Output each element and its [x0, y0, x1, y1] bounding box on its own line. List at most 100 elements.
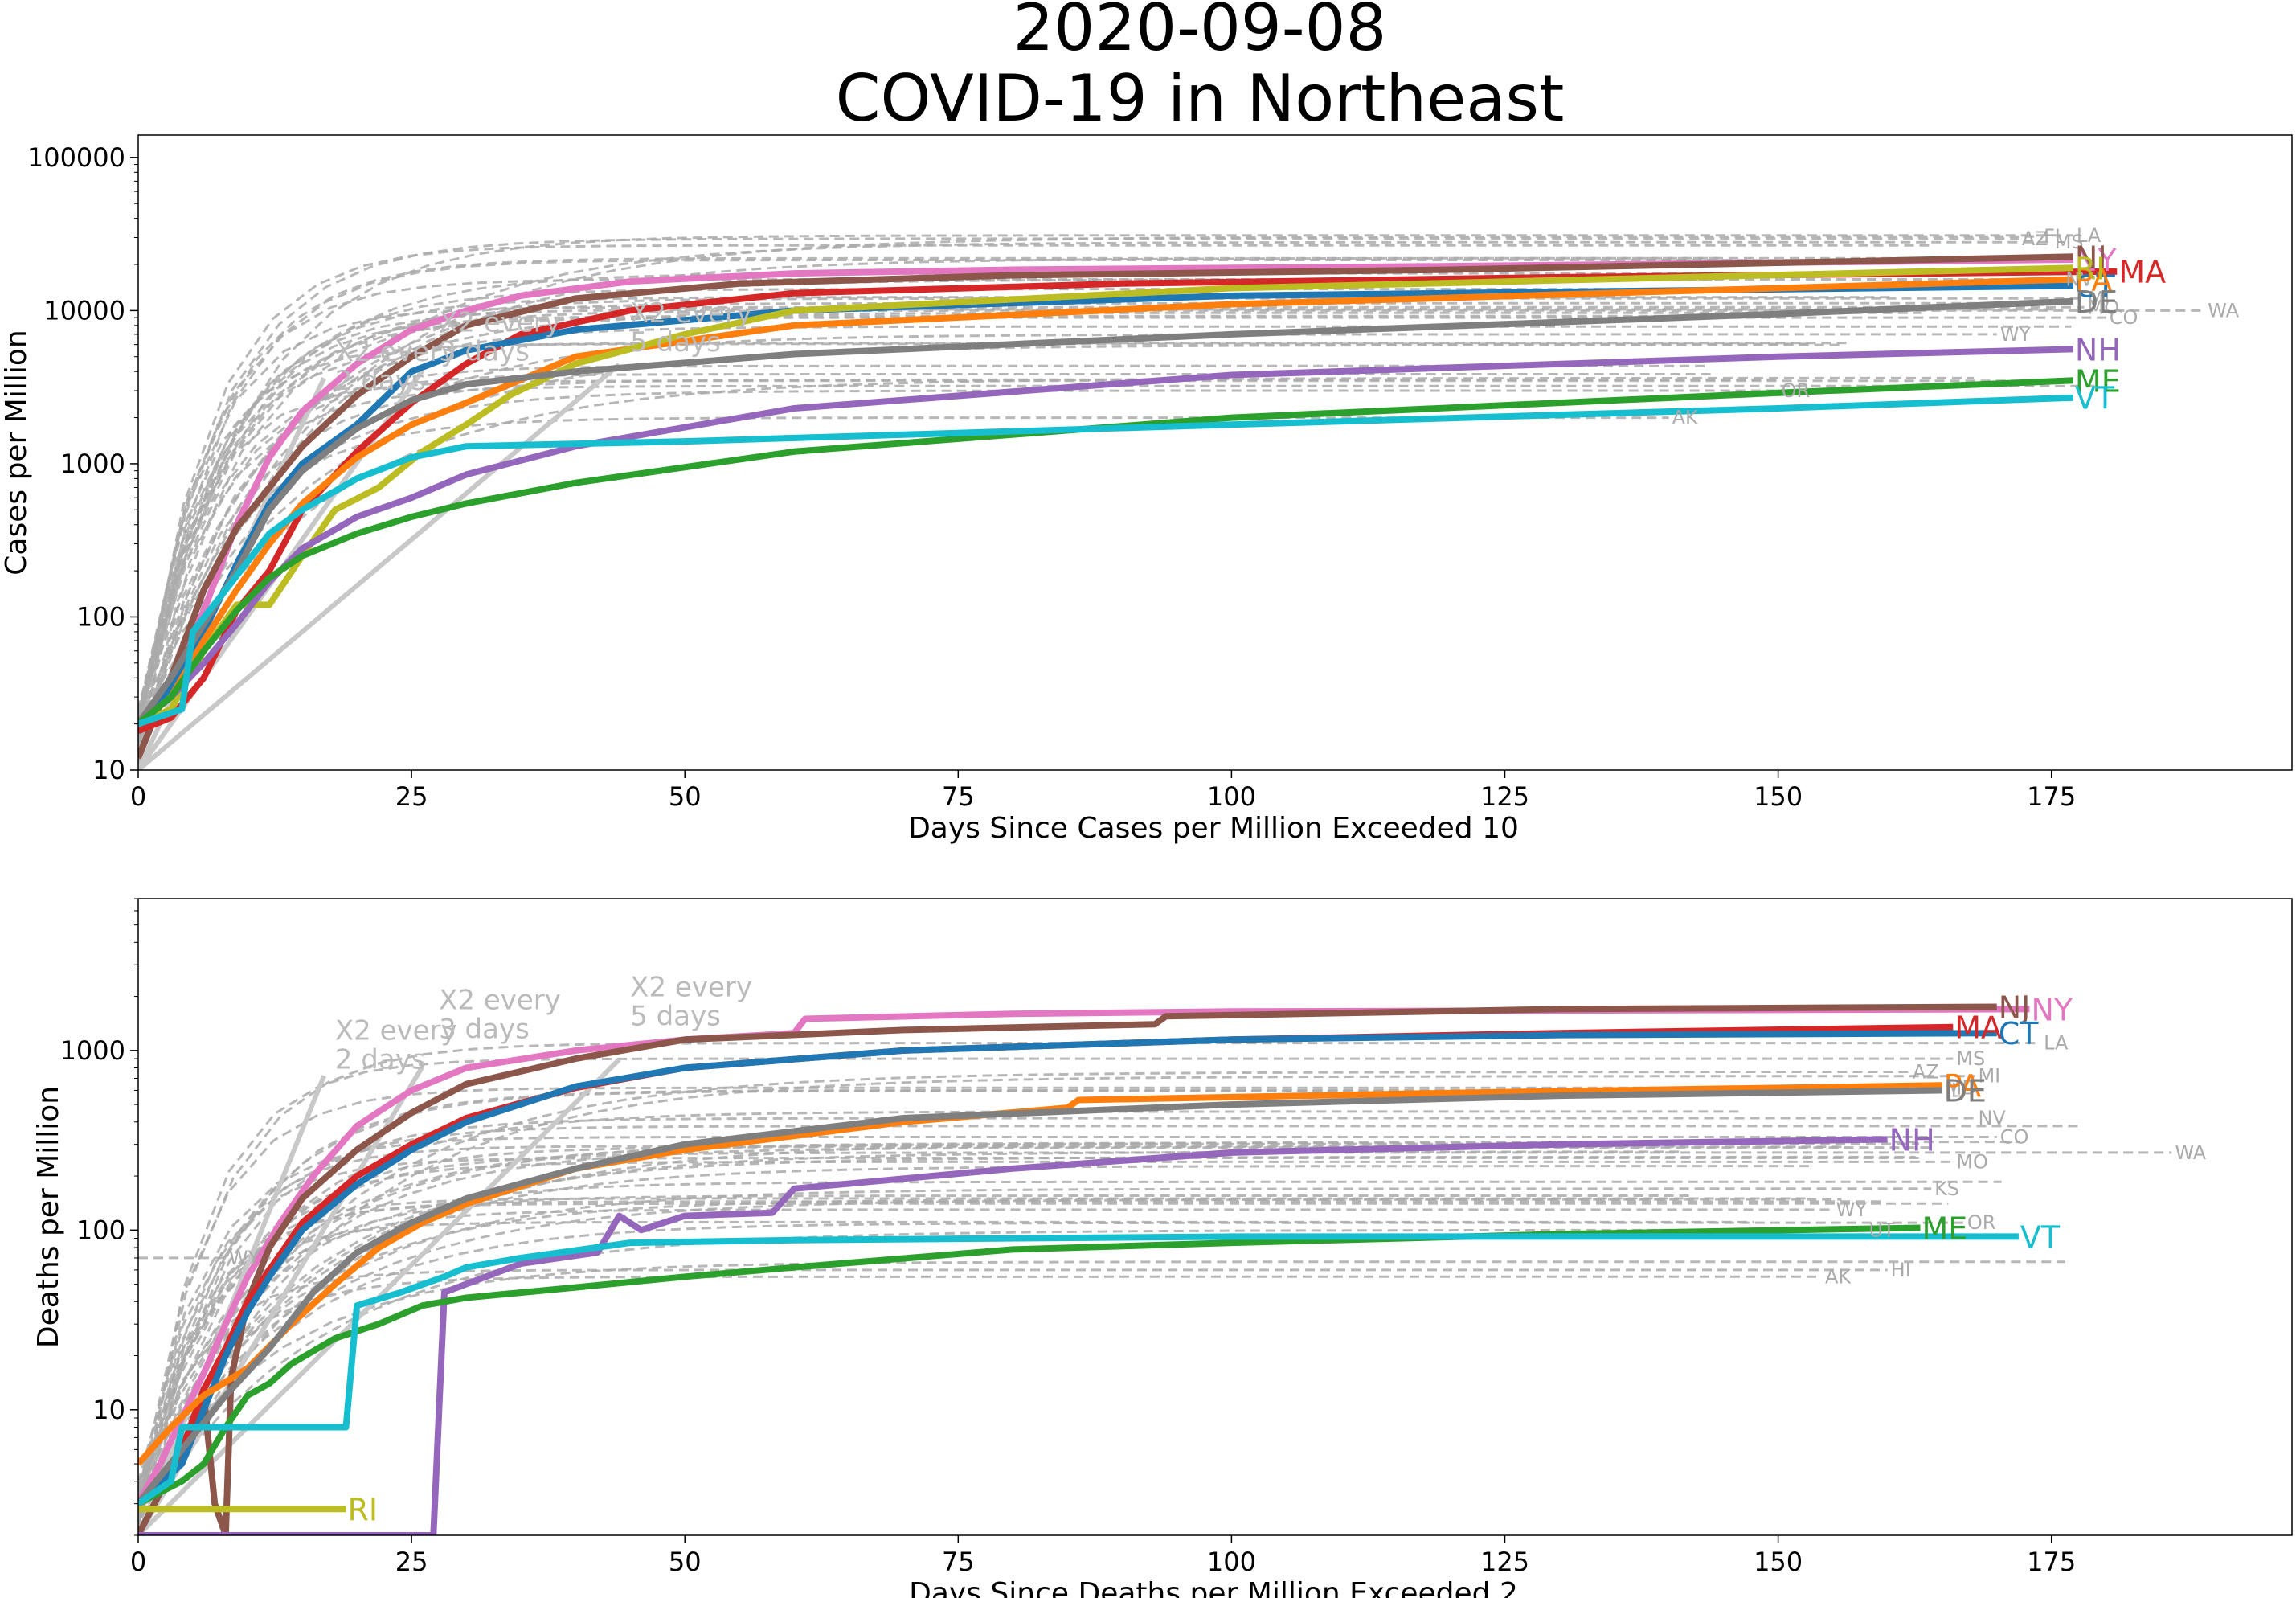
series-label-nj: NJ [2075, 240, 2107, 275]
series-line-vt [138, 1233, 2019, 1506]
series-label-vt: VT [2020, 1219, 2061, 1255]
y-tick-label: 100000 [27, 142, 125, 173]
other-state-label: MS [1956, 1047, 1985, 1070]
series-label-ct: CT [2075, 269, 2116, 305]
other-state-line [138, 1057, 1954, 1526]
series-label-de: DE [2075, 285, 2118, 320]
doubling-guide-label: X2 every [630, 297, 752, 330]
series-line-me [138, 377, 2074, 727]
series-line-nh [138, 1136, 1888, 1535]
other-state-label: HI [1891, 1259, 1911, 1281]
other-state-line [138, 379, 2048, 717]
series-label-ct: CT [1999, 1016, 2040, 1051]
other-state-line [138, 235, 2041, 725]
series-line-pa [138, 1082, 1942, 1466]
other-state-line [138, 1275, 1822, 1535]
series-label-ri: RI [347, 1492, 378, 1527]
y-tick-label: 100 [76, 1215, 125, 1245]
series-label-me: ME [1922, 1211, 1967, 1246]
series-line-nh [138, 346, 2074, 727]
x-tick-label: 175 [2027, 1547, 2076, 1577]
x-axis-label: Days Since Cases per Million Exceeded 10 [908, 812, 1519, 845]
other-state-label: WY [229, 1247, 260, 1269]
other-state-line [138, 373, 1713, 765]
series-label-pa: PA [1944, 1068, 1981, 1104]
other-state-line [138, 325, 2072, 761]
other-state-line [138, 1160, 1954, 1514]
other-state-line [138, 1136, 1997, 1483]
x-tick-label: 50 [669, 1547, 702, 1577]
other-state-line [138, 1150, 1681, 1500]
doubling-guide-label: 3 days [439, 335, 530, 367]
other-state-line [138, 1071, 1909, 1499]
other-state-line [138, 237, 2019, 713]
other-state-line [138, 240, 2052, 751]
axes-frame [137, 898, 2293, 1536]
doubling-guide-label: 5 days [630, 1001, 721, 1033]
series-line-ny [138, 1006, 2030, 1506]
doubling-guide-label: X2 every [335, 336, 457, 368]
series-line-de [138, 1087, 1942, 1506]
other-state-line [138, 389, 1778, 743]
series-line-pa [138, 276, 2074, 727]
doubling-guide-label: X2 every [335, 1014, 457, 1047]
series-label-ma: MA [1954, 1010, 2002, 1046]
other-state-label: LA [2044, 1032, 2069, 1055]
x-tick-label: 50 [669, 781, 702, 812]
series-line-nj [138, 253, 2073, 760]
x-tick-label: 100 [1207, 1547, 1256, 1577]
series-label-ny: NY [2075, 243, 2117, 278]
other-state-label: WA [2208, 299, 2239, 322]
doubling-guide-label: 3 days [439, 1013, 530, 1045]
other-state-line [138, 333, 1997, 751]
figure-title: COVID-19 in Northeast [836, 61, 1565, 136]
series-line-vt [138, 394, 2074, 727]
series-label-ri: RI [2075, 251, 2106, 286]
other-state-label: KS [1934, 1178, 1959, 1200]
x-tick-label: 0 [130, 1547, 146, 1577]
other-state-line [138, 1268, 1888, 1495]
other-state-label: CO [2000, 1125, 2029, 1148]
series-line-ct [138, 1030, 1997, 1506]
other-state-label: LA [2077, 224, 2102, 247]
y-tick-label: 10000 [43, 295, 125, 326]
other-state-label: AZ [1913, 1060, 1939, 1083]
other-state-line [138, 1220, 1754, 1501]
y-axis-label: Deaths per Million [32, 1086, 65, 1348]
other-state-label: MS [2055, 231, 2084, 253]
y-tick-label: 100 [76, 601, 125, 632]
x-tick-label: 150 [1754, 1547, 1803, 1577]
doubling-guide-label: 5 days [630, 326, 721, 359]
x-tick-label: 25 [395, 781, 428, 812]
doubling-guide-label: X2 every [439, 984, 561, 1016]
y-axis-label: Cases per Million [0, 330, 33, 575]
other-state-label: CO [2110, 306, 2138, 329]
x-tick-label: 75 [942, 781, 975, 812]
other-state-label: MI [1978, 1065, 2000, 1088]
plot-area [138, 234, 2205, 770]
series-label-nh: NH [2075, 332, 2121, 367]
other-state-label: WY [2000, 323, 2032, 346]
series-label-nh: NH [1889, 1122, 1935, 1158]
other-state-label: MO [2088, 296, 2120, 318]
other-state-label: OR [1782, 379, 1811, 402]
other-state-label: NV [2065, 268, 2093, 290]
y-tick-label: 1000 [60, 449, 125, 479]
other-state-line [138, 259, 2013, 758]
x-tick-label: 25 [395, 1547, 428, 1577]
series-label-nj: NJ [1999, 990, 2031, 1026]
other-state-line [138, 1198, 1842, 1496]
other-state-line [138, 305, 2085, 731]
other-state-label: UT [1868, 1219, 1895, 1241]
other-state-label: MD [1946, 1076, 1977, 1099]
other-state-label: MO [1956, 1150, 1988, 1173]
other-state-line [138, 1260, 2066, 1503]
other-state-label: AZ [2022, 227, 2048, 250]
x-axis-label: Days Since Deaths per Million Exceeded 2 [909, 1577, 1518, 1598]
x-tick-label: 175 [2027, 781, 2076, 812]
doubling-guide-label: X2 every [439, 306, 561, 338]
y-tick-label: 10 [92, 755, 125, 785]
